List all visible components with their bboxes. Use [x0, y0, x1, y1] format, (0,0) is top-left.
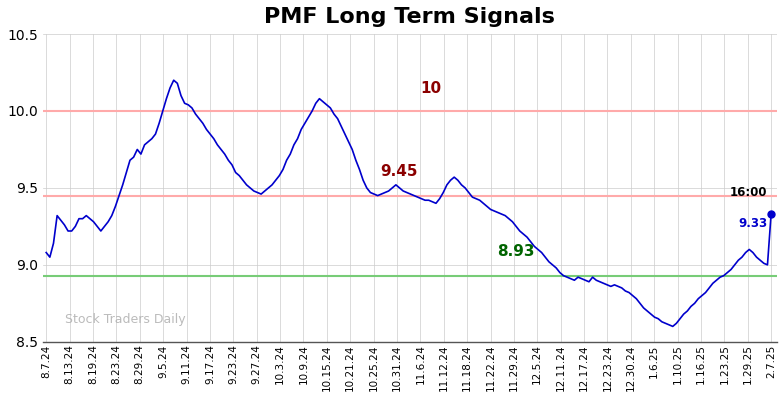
Text: 9.45: 9.45: [380, 164, 418, 179]
Text: 8.93: 8.93: [498, 244, 535, 259]
Text: 10: 10: [420, 81, 441, 96]
Text: 16:00: 16:00: [730, 186, 768, 199]
Title: PMF Long Term Signals: PMF Long Term Signals: [264, 7, 555, 27]
Text: Stock Traders Daily: Stock Traders Daily: [64, 313, 185, 326]
Text: 9.33: 9.33: [739, 217, 768, 230]
